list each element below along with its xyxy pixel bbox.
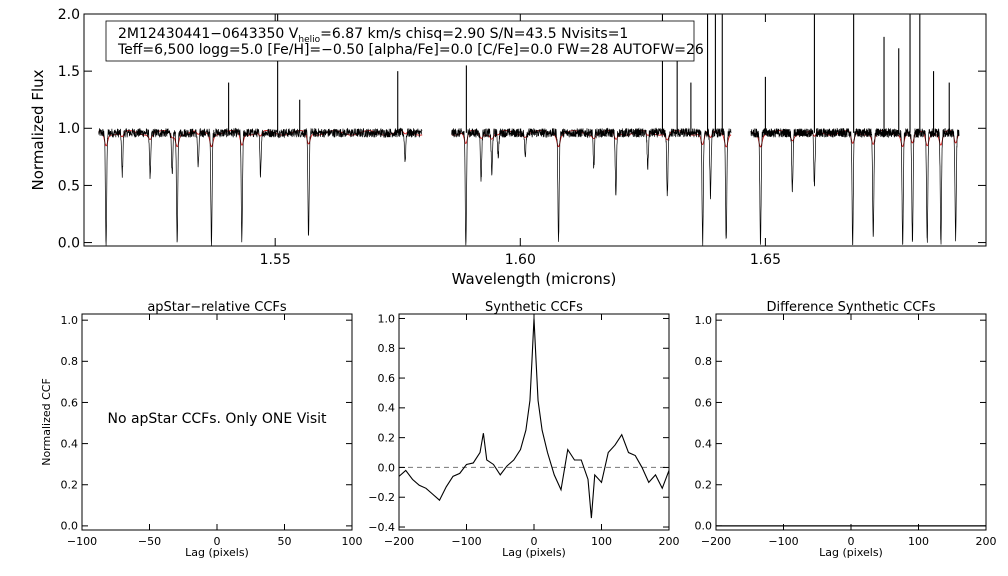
difference-xtick-label: 200 xyxy=(976,535,997,548)
spectrum-annotation-line2: Teff=6,500 logg=5.0 [Fe/H]=−0.50 [alpha/… xyxy=(117,42,704,58)
synthetic-ytick-label: −0.2 xyxy=(368,491,395,504)
apstar-xtick-label: 50 xyxy=(278,535,292,548)
synthetic-ccf-panel: Synthetic CCFs −200 −100 0 100 200 −0.4 −0.2 0.… xyxy=(368,300,679,559)
spectrum-xtick-label: 1.60 xyxy=(505,252,536,268)
spectrum-ytick-label: 2.0 xyxy=(58,7,80,23)
spectrum-xlabel: Wavelength (microns) xyxy=(452,270,617,288)
spectrum-observed-line xyxy=(98,127,423,246)
difference-ccf-panel: Difference Synthetic CCFs −200 −100 0 100 20… xyxy=(695,300,997,559)
difference-ytick-label: 0.0 xyxy=(695,520,713,533)
apstar-ytick-label: 0.2 xyxy=(61,479,79,492)
apstar-ytick-label: 0.6 xyxy=(61,396,79,409)
synthetic-title: Synthetic CCFs xyxy=(485,300,583,315)
apstar-xtick-label: 0 xyxy=(214,535,221,548)
spectrum-observed-line xyxy=(451,127,732,246)
spectrum-ytick-label: 0.5 xyxy=(58,178,80,194)
synthetic-xtick-label: 0 xyxy=(531,535,538,548)
apstar-ccf-panel: apStar−relative CCFs −100 −50 0 50 100 0.0 0.2… xyxy=(40,300,363,559)
synthetic-ytick-label: 0.2 xyxy=(378,431,396,444)
difference-ytick-label: 0.6 xyxy=(695,396,713,409)
apstar-no-data-message: No apStar CCFs. Only ONE Visit xyxy=(107,411,327,427)
difference-xtick-label: −200 xyxy=(701,535,731,548)
apstar-xtick-label: −100 xyxy=(67,535,97,548)
apstar-ticks: −100 −50 0 50 100 0.0 0.2 0.4 0.6 0.8 1.0 xyxy=(61,314,363,548)
spectrum-axes-frame xyxy=(83,13,987,247)
apstar-ylabel: Normalized CCF xyxy=(40,378,53,466)
spectrum-annotation-line1: 2M12430441−0643350 Vhelio=6.87 km/s chis… xyxy=(118,26,628,45)
spectrum-xtick-label: 1.65 xyxy=(750,252,781,268)
apstar-ytick-label: 0.8 xyxy=(61,355,79,368)
difference-ytick-label: 0.4 xyxy=(695,437,713,450)
spectrum-ytick-label: 0.0 xyxy=(58,235,80,251)
synthetic-ytick-label: −0.4 xyxy=(368,521,395,534)
difference-title: Difference Synthetic CCFs xyxy=(766,300,935,315)
apstar-xtick-label: 100 xyxy=(342,535,363,548)
spectrum-ylabel: Normalized Flux xyxy=(29,69,47,190)
difference-xtick-label: 0 xyxy=(848,535,855,548)
difference-ytick-label: 0.8 xyxy=(695,355,713,368)
synthetic-ytick-label: 0.4 xyxy=(378,402,396,415)
spectrum-annotation-box: 2M12430441−0643350 Vhelio=6.87 km/s chis… xyxy=(105,20,704,62)
apstar-title: apStar−relative CCFs xyxy=(147,300,287,315)
synthetic-xtick-label: 200 xyxy=(659,535,680,548)
spectrum-observed-line xyxy=(750,127,960,246)
synthetic-xtick-label: −200 xyxy=(384,535,414,548)
difference-xlabel: Lag (pixels) xyxy=(819,546,883,559)
synthetic-ytick-label: 0.0 xyxy=(378,461,396,474)
spectrum-panel: 1.55 1.60 1.65 0.0 0.5 1.0 1.5 2.0 2M12430441−0… xyxy=(29,7,987,288)
synthetic-ytick-label: 0.6 xyxy=(378,372,396,385)
spectrum-series xyxy=(98,14,960,246)
synthetic-ytick-label: 1.0 xyxy=(378,312,396,325)
spectrum-ticks: 1.55 1.60 1.65 0.0 0.5 1.0 1.5 2.0 xyxy=(58,7,986,268)
synthetic-ticks: −200 −100 0 100 200 −0.4 −0.2 0.0 0.2 0.4 0.6 0.8 1.… xyxy=(368,312,679,548)
apstar-xtick-label: −50 xyxy=(138,535,161,548)
synthetic-xlabel: Lag (pixels) xyxy=(502,546,566,559)
apstar-xlabel: Lag (pixels) xyxy=(185,546,249,559)
spectrum-ytick-label: 1.5 xyxy=(58,64,80,80)
difference-xtick-label: −100 xyxy=(768,535,798,548)
difference-ytick-label: 0.2 xyxy=(695,479,713,492)
synthetic-xtick-label: −100 xyxy=(451,535,481,548)
spectrum-ytick-label: 1.0 xyxy=(58,121,80,137)
difference-ytick-label: 1.0 xyxy=(695,314,713,327)
synthetic-ytick-label: 0.8 xyxy=(378,342,396,355)
spectrum-xtick-label: 1.55 xyxy=(260,252,291,268)
apstar-ytick-label: 1.0 xyxy=(61,314,79,327)
apstar-ytick-label: 0.0 xyxy=(61,520,79,533)
apstar-ytick-label: 0.4 xyxy=(61,437,79,450)
difference-ticks: −200 −100 0 100 200 0.0 0.2 0.4 0.6 0.8 1.0 xyxy=(695,314,997,548)
synthetic-xtick-label: 100 xyxy=(591,535,612,548)
difference-xtick-label: 100 xyxy=(908,535,929,548)
